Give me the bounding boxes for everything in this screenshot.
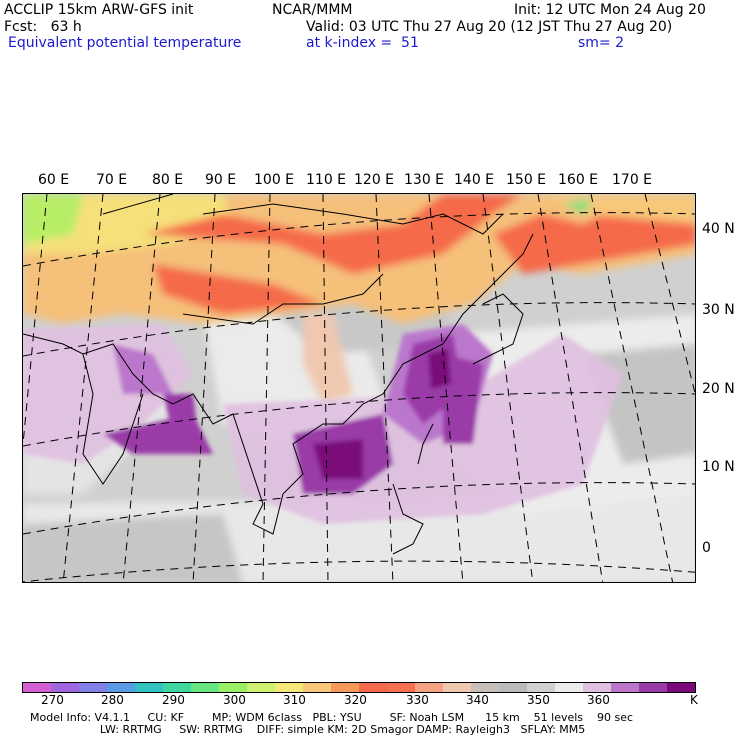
colorbar-tick-label: 360 xyxy=(587,693,610,707)
theta-e-map xyxy=(23,194,695,582)
colorbar-cell xyxy=(583,683,611,692)
colorbar-tick-label: 350 xyxy=(527,693,550,707)
colorbar-tick-label: 330 xyxy=(406,693,429,707)
colorbar-cell xyxy=(471,683,499,692)
level-index: at k-index = 51 xyxy=(306,35,419,51)
lon-label: 110 E xyxy=(306,172,347,188)
colorbar-cell xyxy=(191,683,219,692)
moist-field xyxy=(23,324,623,524)
colorbar-cell xyxy=(219,683,247,692)
colorbar-cell xyxy=(387,683,415,692)
graticule xyxy=(23,194,695,582)
colorbar-tick-label: 310 xyxy=(283,693,306,707)
colorbar-cell xyxy=(415,683,443,692)
lat-label: 0 xyxy=(702,540,711,556)
colorbar-cell xyxy=(51,683,79,692)
colorbar-tick-label: 300 xyxy=(223,693,246,707)
init-time: Init: 12 UTC Mon 24 Aug 20 xyxy=(514,2,706,18)
colorbar-tick-label: 320 xyxy=(344,693,367,707)
lon-label: 170 E xyxy=(612,172,653,188)
model-info-line2: LW: RRTMG SW: RRTMG DIFF: simple KM: 2D … xyxy=(30,723,586,736)
lat-label: 30 N xyxy=(702,302,735,318)
colorbar xyxy=(22,682,696,693)
colorbar-cell xyxy=(359,683,387,692)
lat-label: 10 N xyxy=(702,459,735,475)
colorbar-cell xyxy=(499,683,527,692)
field-name: Equivalent potential temperature xyxy=(8,35,242,51)
colorbar-tick-label: 280 xyxy=(101,693,124,707)
lon-label: 150 E xyxy=(506,172,547,188)
colorbar-tick-label: 270 xyxy=(41,693,64,707)
colorbar-cell xyxy=(163,683,191,692)
lon-label: 100 E xyxy=(254,172,295,188)
colorbar-cell xyxy=(527,683,555,692)
coastlines xyxy=(23,194,534,555)
colorbar-unit: K xyxy=(690,693,698,707)
map-panel xyxy=(22,193,696,583)
valid-time: Valid: 03 UTC Thu 27 Aug 20 (12 JST Thu … xyxy=(306,19,673,35)
lon-label: 160 E xyxy=(558,172,599,188)
colorbar-cell xyxy=(443,683,471,692)
model-info-line1: Model Info: V4.1.1 CU: KF MP: WDM 6class… xyxy=(30,711,634,724)
colorbar-cell xyxy=(275,683,303,692)
colorbar-cell xyxy=(639,683,667,692)
lat-label: 40 N xyxy=(702,221,735,237)
colorbar-cell xyxy=(303,683,331,692)
colorbar-cell xyxy=(107,683,135,692)
colorbar-cell xyxy=(79,683,107,692)
lat-label: 20 N xyxy=(702,381,735,397)
lon-label: 90 E xyxy=(205,172,237,188)
colorbar-tick-label: 340 xyxy=(466,693,489,707)
smoothing-label: sm= 2 xyxy=(578,35,625,51)
institution-label: NCAR/MMM xyxy=(272,2,353,18)
lon-label: 70 E xyxy=(96,172,128,188)
colorbar-cell xyxy=(611,683,639,692)
lon-label: 120 E xyxy=(354,172,395,188)
colorbar-tick-label: 290 xyxy=(162,693,185,707)
forecast-hour: Fcst: 63 h xyxy=(4,19,82,35)
colorbar-cell xyxy=(667,683,695,692)
lon-label: 80 E xyxy=(152,172,184,188)
warm-band xyxy=(23,194,695,404)
lon-label: 60 E xyxy=(38,172,70,188)
run-title: ACCLIP 15km ARW-GFS init xyxy=(4,2,194,18)
colorbar-cell xyxy=(247,683,275,692)
lon-label: 140 E xyxy=(454,172,495,188)
colorbar-cell xyxy=(331,683,359,692)
lon-label: 130 E xyxy=(404,172,445,188)
colorbar-cell xyxy=(135,683,163,692)
colorbar-cell xyxy=(23,683,51,692)
colorbar-cell xyxy=(555,683,583,692)
